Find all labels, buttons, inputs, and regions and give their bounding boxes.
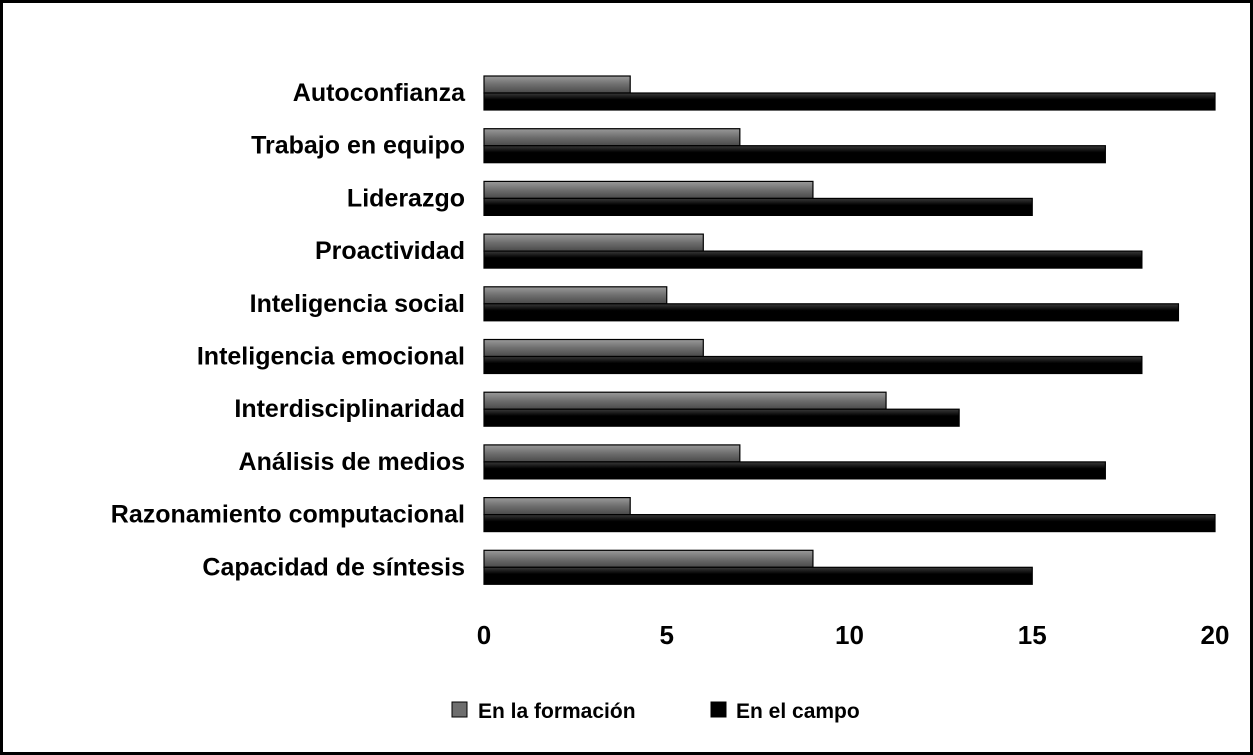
bar-en-el-campo bbox=[483, 566, 1033, 585]
x-tick-label: 5 bbox=[660, 620, 674, 650]
bar-en-la-formacion bbox=[483, 128, 741, 147]
bar-en-el-campo bbox=[483, 461, 1106, 480]
bar-en-la-formacion bbox=[483, 391, 887, 410]
legend-label-en-el-campo: En el campo bbox=[736, 700, 860, 723]
bar-en-el-campo bbox=[483, 355, 1143, 375]
category-label: Proactividad bbox=[315, 237, 465, 265]
bar-en-el-campo bbox=[483, 250, 1143, 269]
bar-en-el-campo bbox=[483, 408, 960, 427]
x-tick-label: 15 bbox=[1018, 620, 1047, 650]
bar-en-la-formacion bbox=[483, 497, 631, 516]
bar-en-la-formacion bbox=[483, 338, 704, 358]
bar-en-la-formacion bbox=[483, 180, 814, 199]
bar-en-el-campo bbox=[483, 92, 1216, 111]
bar-en-la-formacion bbox=[483, 286, 668, 305]
category-label: Liderazgo bbox=[347, 184, 465, 212]
category-label: Inteligencia social bbox=[250, 290, 465, 318]
x-tick-label: 20 bbox=[1201, 620, 1230, 650]
category-label: Inteligencia emocional bbox=[197, 343, 465, 371]
bar-en-la-formacion bbox=[483, 444, 741, 463]
bar-en-la-formacion bbox=[483, 75, 631, 94]
category-label: Razonamiento computacional bbox=[111, 501, 465, 529]
legend-label-en-la-formacion: En la formación bbox=[478, 700, 636, 723]
bar-en-el-campo bbox=[483, 145, 1106, 164]
legend-swatch-en-la-formacion bbox=[451, 701, 468, 718]
bar-en-el-campo bbox=[483, 303, 1180, 322]
category-label: Interdisciplinaridad bbox=[234, 395, 465, 423]
bar-en-el-campo bbox=[483, 197, 1033, 216]
category-label: Autoconfianza bbox=[293, 79, 466, 107]
category-label: Análisis de medios bbox=[239, 448, 465, 476]
bar-en-el-campo bbox=[483, 513, 1216, 533]
bar-en-la-formacion bbox=[483, 549, 814, 568]
bar-en-la-formacion bbox=[483, 233, 704, 252]
category-label: Trabajo en equipo bbox=[251, 132, 465, 160]
x-tick-label: 0 bbox=[477, 620, 491, 650]
legend-swatch-en-el-campo bbox=[710, 701, 727, 718]
x-tick-label: 10 bbox=[835, 620, 864, 650]
category-label: Capacidad de síntesis bbox=[202, 553, 465, 581]
